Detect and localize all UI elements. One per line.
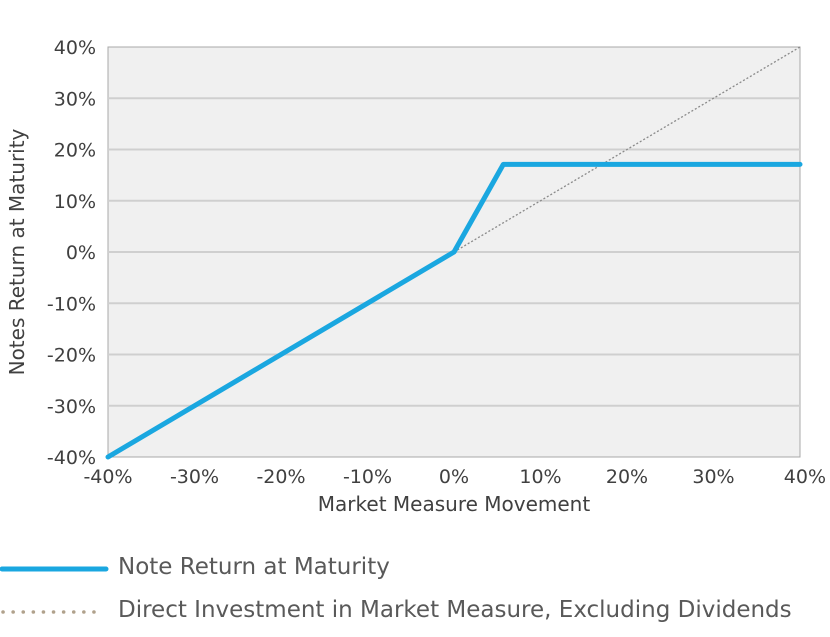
- series-line-note-return: [105, 161, 803, 460]
- y-tick-label: 30%: [54, 88, 96, 110]
- x-axis-title: Market Measure Movement: [318, 492, 591, 516]
- legend-swatch-solid: [0, 566, 109, 572]
- x-tick-label: -10%: [343, 466, 392, 488]
- y-tick-label: 0%: [66, 242, 96, 264]
- x-tick-label: 0%: [439, 466, 469, 488]
- y-tick-label: -10%: [47, 293, 96, 315]
- y-tick-label: -20%: [47, 345, 96, 367]
- legend-item-note-return: Note Return at Maturity: [0, 548, 830, 588]
- y-tick-label: 10%: [54, 191, 96, 213]
- series-layer: [105, 46, 803, 460]
- x-tick-label: -30%: [170, 466, 219, 488]
- legend-label: Note Return at Maturity: [118, 554, 390, 580]
- x-tick-label: -20%: [256, 466, 305, 488]
- x-tick-label: -40%: [83, 466, 132, 488]
- series-line-direct-investment: [453, 46, 801, 253]
- y-tick-label: -30%: [47, 396, 96, 418]
- legend-label: Direct Investment in Market Measure, Exc…: [118, 597, 792, 623]
- chart: 40%30%20%10%0%-10%-20%-30%-40% -40% -30% -…: [5, 37, 826, 516]
- y-tick-label: 40%: [54, 37, 96, 59]
- x-tick-label: 20%: [606, 466, 648, 488]
- legend-swatch-dotted: [1, 610, 106, 614]
- x-tick-label: 30%: [692, 466, 734, 488]
- legend-item-direct-investment: Direct Investment in Market Measure, Exc…: [0, 591, 830, 631]
- x-tick-label: 40%: [784, 466, 826, 488]
- y-tick-label: -40%: [47, 447, 96, 469]
- y-tick-label: 20%: [54, 140, 96, 162]
- grid: [108, 97, 800, 407]
- y-axis-title: Notes Return at Maturity: [5, 128, 29, 375]
- y-axis: 40% 30% 20% 10% 0% -10% -20% -30% -40%: [47, 37, 96, 469]
- x-axis: -40% -30% -20% -10% 0% 10% 20% 30% 40%: [83, 466, 826, 488]
- x-tick-label: 10%: [519, 466, 561, 488]
